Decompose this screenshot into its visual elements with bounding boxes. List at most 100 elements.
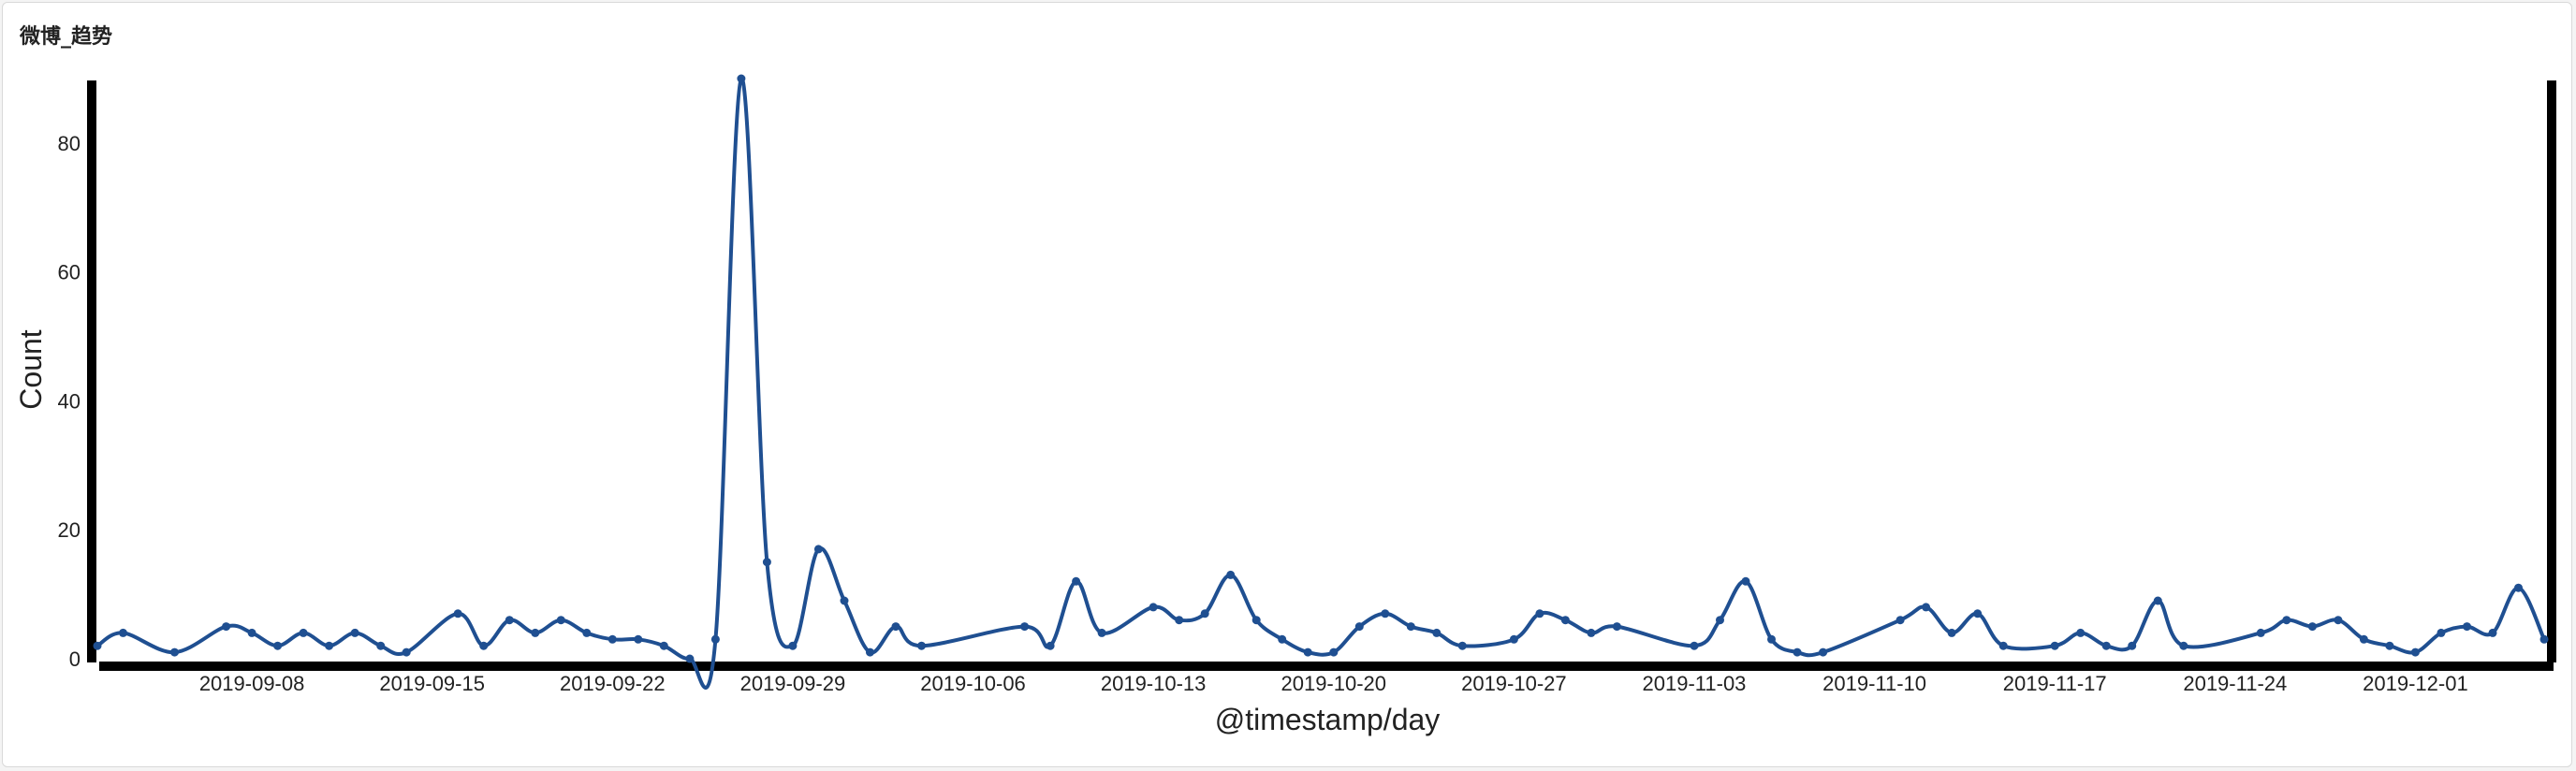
data-point [1690, 641, 1699, 650]
panel-title: 微博_趋势 [20, 25, 113, 49]
data-point [1406, 622, 1415, 632]
data-point [299, 628, 308, 637]
x-tick-label: 2019-11-17 [2003, 672, 2107, 695]
data-point [1303, 647, 1312, 657]
y-tick-label: 0 [69, 647, 80, 671]
data-point [119, 628, 127, 637]
data-point [1947, 628, 1956, 637]
data-point [1251, 616, 1261, 625]
data-point [1535, 609, 1544, 618]
data-point [1200, 609, 1209, 618]
data-point [1175, 616, 1184, 625]
x-tick-label: 2019-11-10 [1822, 672, 1926, 695]
data-point [2463, 622, 2471, 632]
x-tick-label: 2019-11-24 [2183, 672, 2287, 695]
data-point [1922, 603, 1931, 612]
data-point [222, 622, 231, 632]
y-tick-label: 80 [58, 132, 80, 155]
y-axis-title: Count [14, 329, 48, 410]
y-tick-label: 60 [58, 261, 80, 284]
data-point [2307, 622, 2317, 632]
y-axis-ticks: 0 20 40 60 80 [58, 132, 80, 671]
data-point [531, 628, 540, 637]
data-point [1381, 609, 1390, 618]
data-point [453, 609, 462, 618]
x-tick-label: 2019-10-06 [920, 672, 1026, 695]
data-point [1998, 641, 2008, 650]
data-point [1149, 603, 1158, 612]
data-point [1819, 647, 1828, 657]
data-point [2488, 628, 2497, 637]
data-point [325, 641, 334, 650]
x-tick-label: 2019-09-15 [379, 672, 485, 695]
series-points [93, 74, 2549, 663]
data-point [737, 74, 746, 83]
data-point [840, 596, 849, 605]
y-tick-label: 40 [58, 389, 80, 413]
data-point [1020, 622, 1030, 632]
data-point [1973, 609, 1983, 618]
x-tick-label: 2019-10-27 [1461, 672, 1567, 695]
data-point [2385, 641, 2394, 650]
x-tick-label: 2019-12-01 [2363, 672, 2468, 695]
data-point [93, 641, 102, 650]
data-point [813, 545, 823, 554]
x-axis-ticks: 2019-09-08 2019-09-15 2019-09-22 2019-09-29… [199, 672, 2468, 695]
data-point [350, 628, 359, 637]
data-point [2179, 641, 2188, 650]
data-point [1097, 628, 1106, 637]
data-point [1354, 622, 1364, 632]
data-point [634, 634, 643, 644]
x-tick-label: 2019-09-29 [740, 672, 846, 695]
data-point [376, 641, 386, 650]
data-point [2076, 628, 2086, 637]
data-point [2101, 641, 2111, 650]
y-tick-label: 20 [58, 518, 80, 542]
data-point [556, 616, 565, 625]
data-point [2128, 641, 2137, 650]
data-point [2437, 628, 2446, 637]
data-point [1895, 616, 1905, 625]
data-point [2359, 634, 2368, 644]
x-tick-label: 2019-10-20 [1281, 672, 1386, 695]
data-point [1072, 576, 1081, 586]
data-point [2153, 596, 2162, 605]
data-point [1509, 634, 1518, 644]
data-point [2410, 647, 2420, 657]
data-point [788, 641, 798, 650]
data-point [2256, 628, 2265, 637]
data-point [1457, 641, 1467, 650]
data-point [1741, 576, 1750, 586]
x-tick-label: 2019-09-22 [560, 672, 666, 695]
data-point [2334, 616, 2343, 625]
x-tick-label: 2019-10-13 [1101, 672, 1207, 695]
x-tick-label: 2019-11-03 [1643, 672, 1747, 695]
data-point [1432, 628, 1442, 637]
data-point [505, 616, 514, 625]
data-point [685, 654, 695, 663]
data-point [1278, 634, 1287, 644]
data-point [866, 647, 874, 657]
data-point [1587, 628, 1596, 637]
data-point [479, 641, 489, 650]
data-point [247, 628, 256, 637]
data-point [402, 647, 411, 657]
data-point [1329, 647, 1339, 657]
data-point [607, 634, 617, 644]
data-point [762, 558, 771, 567]
data-point [2050, 641, 2059, 650]
data-point [170, 647, 179, 657]
data-point [582, 628, 592, 637]
x-axis-title: @timestamp/day [1215, 703, 1441, 736]
data-point [273, 641, 283, 650]
series-line [95, 76, 2546, 690]
data-point [710, 634, 720, 644]
data-point [659, 641, 668, 650]
data-point [917, 641, 926, 650]
data-point [1716, 616, 1724, 625]
data-point [1226, 570, 1236, 579]
x-tick-label: 2019-09-08 [199, 672, 305, 695]
data-point [1612, 622, 1621, 632]
